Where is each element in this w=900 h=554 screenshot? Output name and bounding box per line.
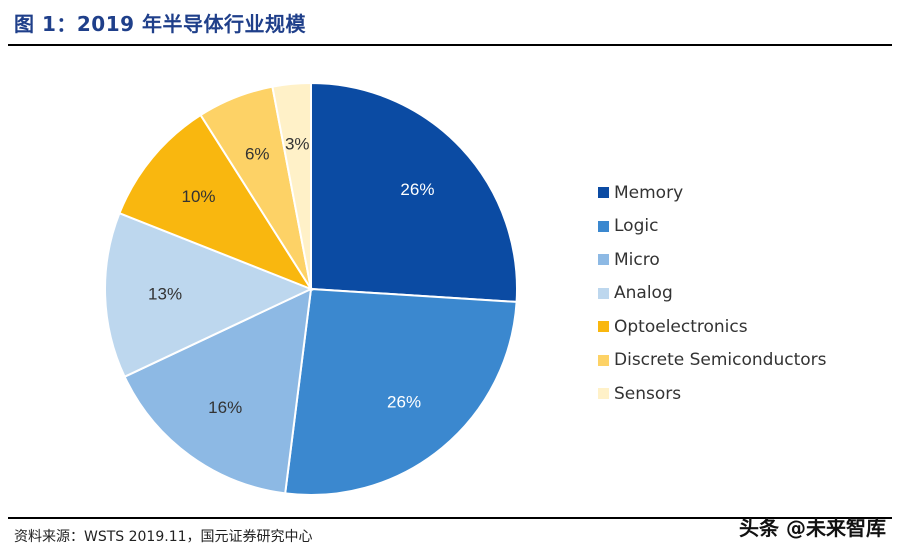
legend-swatch [598, 254, 609, 266]
slice-label-sensors: 3% [285, 135, 310, 154]
legend-label: Micro [614, 249, 660, 270]
pie-slice-memory [310, 81, 518, 303]
legend-swatch [598, 388, 609, 400]
top-divider [8, 44, 892, 46]
legend-swatch [598, 187, 609, 199]
legend-item: Analog [598, 277, 827, 311]
legend-label: Logic [614, 216, 659, 237]
pie-slice-micro [123, 287, 313, 495]
legend-item: Memory [598, 176, 827, 210]
legend-swatch [598, 321, 609, 333]
legend-item: Micro [598, 243, 827, 277]
legend-item: Optoelectronics [598, 310, 827, 344]
slice-label-logic: 26% [387, 392, 421, 411]
legend-swatch [598, 354, 609, 366]
slice-label-optoelectronics: 10% [181, 187, 215, 206]
slice-label-discrete-semiconductors: 6% [245, 144, 270, 163]
slice-label-analog: 13% [148, 285, 182, 304]
pie-slice-logic [284, 287, 518, 496]
pie-slice-sensors [271, 81, 312, 290]
slice-label-micro: 16% [208, 398, 242, 417]
legend-swatch [598, 220, 609, 232]
bottom-divider [8, 517, 892, 519]
legend-label: Analog [614, 283, 673, 304]
legend-item: Sensors [598, 377, 827, 411]
legend-item: Logic [598, 210, 827, 244]
pie-slice-optoelectronics [118, 113, 314, 292]
legend-label: Discrete Semiconductors [614, 350, 827, 371]
legend-label: Memory [614, 182, 684, 203]
legend-swatch [598, 287, 609, 299]
chart-title: 图 1：2019 年半导体行业规模 [14, 12, 307, 36]
pie-slice-analog [104, 211, 314, 379]
source-note: 资料来源：WSTS 2019.11，国元证券研究中心 [14, 529, 313, 545]
slice-label-memory: 26% [400, 180, 434, 199]
legend-label: Optoelectronics [614, 316, 748, 337]
legend-item: Discrete Semiconductors [598, 344, 827, 378]
legend-label: Sensors [614, 383, 682, 404]
chart-legend: Memory Logic Micro Analog Optoelectronics Dis… [598, 176, 827, 411]
watermark-text: 头条 @未来智库 [739, 516, 886, 540]
